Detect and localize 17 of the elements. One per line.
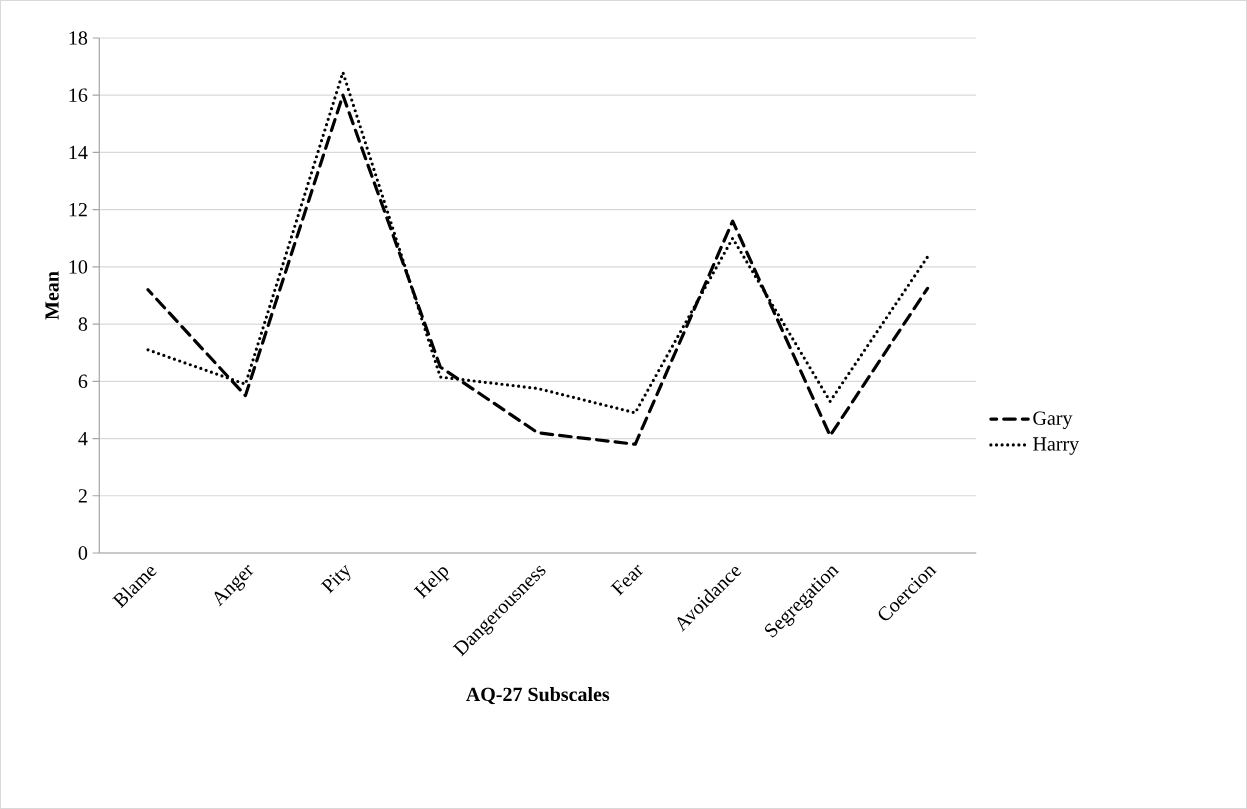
x-tick-label: Pity (320, 564, 351, 594)
y-tick-label: 2 (78, 489, 87, 503)
x-tick-label: Help (413, 567, 450, 599)
x-axis-title: AQ-27 Subscales (466, 687, 610, 705)
y-tick-label: 0 (78, 546, 88, 560)
y-tick-label: 4 (78, 431, 88, 446)
y-tick-label: 12 (69, 203, 87, 217)
y-tick-label: 18 (69, 31, 88, 45)
legend-label: Harry (1033, 437, 1080, 455)
y-axis-title: Mean (45, 271, 59, 320)
legend-label: Gary (1033, 411, 1073, 430)
y-tick-label: 16 (69, 88, 88, 102)
y-tick-label: 10 (69, 260, 88, 274)
y-tick-label: 14 (69, 145, 88, 160)
y-tick-label: 8 (78, 317, 88, 331)
y-tick-label: 6 (78, 374, 88, 389)
x-tick-label: Fear (610, 564, 644, 596)
